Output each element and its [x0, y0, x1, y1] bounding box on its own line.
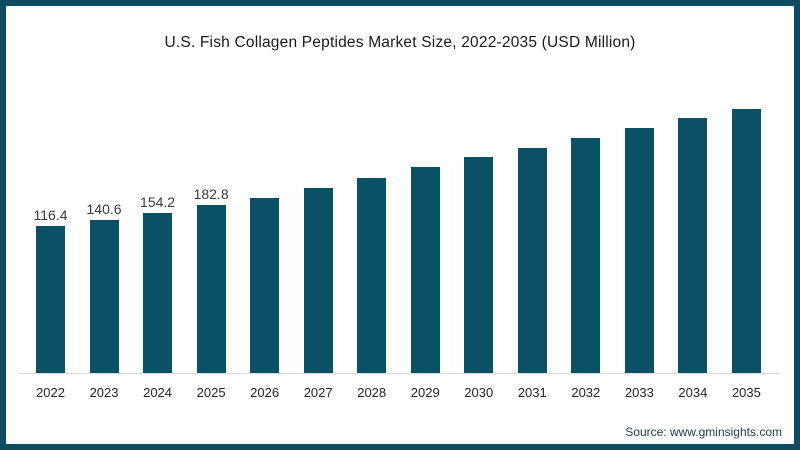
bar [303, 188, 333, 373]
x-tick-label: 2032 [571, 385, 601, 400]
bar-value-label: 140.6 [86, 201, 122, 217]
x-tick-label: 2023 [89, 385, 119, 400]
x-tick-label: 2030 [464, 385, 494, 400]
x-tick-label: 2024 [143, 385, 173, 400]
bar [678, 118, 708, 373]
bar [357, 178, 387, 373]
bar [624, 128, 654, 373]
x-tick-cell: 2029 [410, 385, 440, 401]
bar [571, 138, 601, 373]
x-tick-cell: 2034 [678, 385, 708, 401]
x-tick-label: 2035 [731, 385, 761, 400]
x-tick-cell: 2027 [303, 385, 333, 401]
x-tick-cell: 2022 [36, 385, 65, 401]
x-tick-label: 2026 [250, 385, 280, 400]
bar-column: 182.8 [193, 186, 229, 373]
bar-column [731, 109, 761, 373]
bar [143, 213, 173, 373]
bar [464, 157, 494, 373]
source-attribution: Source: www.gminsights.com [625, 425, 782, 439]
bar-value-label: 116.4 [33, 207, 68, 223]
bar [196, 205, 226, 373]
x-tick-label: 2034 [678, 385, 708, 400]
x-tick-label: 2028 [357, 385, 387, 400]
bar-value-label: 154.2 [140, 194, 176, 210]
x-tick-cell: 2031 [517, 385, 547, 401]
x-tick-label: 2022 [36, 385, 65, 400]
x-tick-label: 2031 [517, 385, 547, 400]
bars-container: 116.4 140.6 154.2 182.8 [33, 63, 761, 373]
bar-column [624, 128, 654, 373]
bar-column: 116.4 [33, 207, 68, 373]
bar-column: 140.6 [86, 201, 122, 373]
x-tick-label: 2027 [303, 385, 333, 400]
bar-column [464, 157, 494, 373]
bar [36, 226, 65, 373]
bar-column: 154.2 [140, 194, 176, 373]
bar-column [410, 167, 440, 373]
x-tick-cell: 2032 [571, 385, 601, 401]
x-tick-cell: 2028 [357, 385, 387, 401]
x-tick-cell: 2024 [143, 385, 173, 401]
x-tick-cell: 2033 [624, 385, 654, 401]
x-tick-cell: 2026 [250, 385, 280, 401]
bar [89, 220, 119, 373]
x-tick-cell: 2035 [731, 385, 761, 401]
x-tick-label: 2029 [410, 385, 440, 400]
x-tick-label: 2033 [624, 385, 654, 400]
bar-column [517, 148, 547, 373]
x-axis-tick-labels: 2022 2023 2024 2025 2026 2027 2028 2029 2030 2031… [36, 385, 761, 401]
x-axis-line [18, 373, 780, 374]
bar-column [303, 188, 333, 373]
bar-column [678, 118, 708, 373]
plot-area: 116.4 140.6 154.2 182.8 2022 2023 2024 2025 202… [18, 6, 780, 444]
x-tick-label: 2025 [196, 385, 226, 400]
bar [731, 109, 761, 373]
bar-column [250, 198, 280, 373]
bar [250, 198, 280, 373]
x-tick-cell: 2025 [196, 385, 226, 401]
bar [517, 148, 547, 373]
x-tick-cell: 2023 [89, 385, 119, 401]
bar-column [571, 138, 601, 373]
bar-column [357, 178, 387, 373]
bar-value-label: 182.8 [193, 186, 229, 202]
bar [410, 167, 440, 373]
x-tick-cell: 2030 [464, 385, 494, 401]
chart-title: U.S. Fish Collagen Peptides Market Size,… [164, 34, 636, 51]
